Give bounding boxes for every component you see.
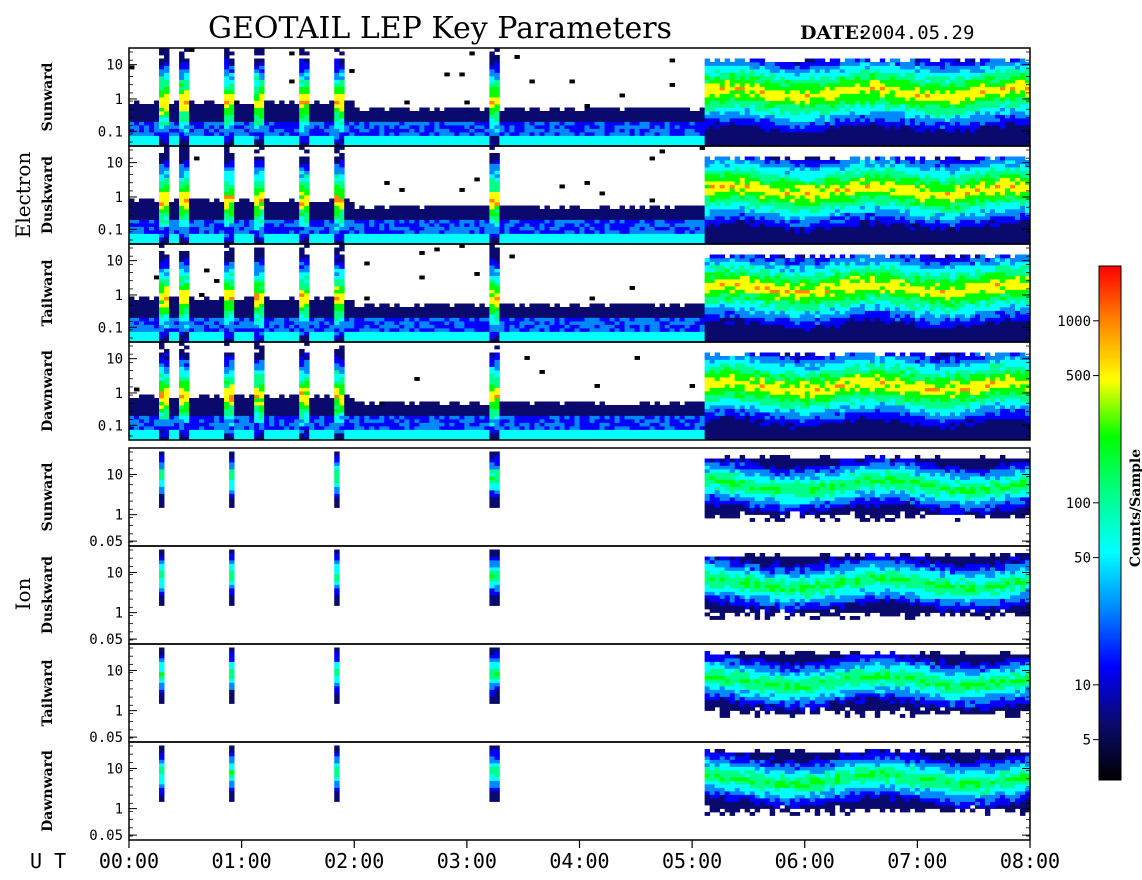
- panel-label: Dawnward: [40, 350, 56, 432]
- panel-ion-duskward: 10 1 0.05 Duskward: [40, 545, 1031, 648]
- y-tick-label: 0.1: [98, 222, 123, 238]
- panel-label: Duskward: [40, 556, 56, 634]
- x-tick-label: 05:00: [662, 849, 722, 873]
- x-tick-label: 06:00: [775, 849, 835, 873]
- y-tick-label: 10: [106, 761, 123, 777]
- panel-ion-dawnward: 10 1 0.05 Dawnward: [40, 741, 1031, 844]
- panel-label: Tailward: [40, 259, 56, 326]
- y-tick-label: 0.1: [98, 124, 123, 140]
- colorbar-label: Counts/Sample: [1128, 449, 1142, 567]
- spectrogram-cells: [159, 549, 1031, 620]
- group-label-ion: Ion: [11, 577, 35, 610]
- y-tick-label: 10: [106, 58, 123, 74]
- group-labels: Electron Ion: [11, 152, 35, 611]
- colorbar-tick-label: 1000: [1057, 314, 1091, 330]
- y-tick-label: 0.1: [98, 418, 123, 434]
- x-tick-label: 04:00: [549, 849, 609, 873]
- panel-electron-dawnward: 10 1 0.1 Dawnward: [40, 341, 1031, 441]
- y-tick-label: 1: [115, 288, 123, 304]
- x-tick-label: 00:00: [99, 849, 159, 873]
- y-tick-label: 1: [115, 190, 123, 206]
- chart-title: GEOTAIL LEP Key Parameters: [208, 11, 672, 46]
- y-tick-label: 10: [106, 156, 123, 172]
- y-tick-label: 0.05: [89, 632, 123, 648]
- x-tick-label: 01:00: [212, 849, 272, 873]
- spectrogram-cells: [129, 244, 1031, 343]
- colorbar-tick-label: 50: [1074, 551, 1091, 567]
- x-tick-label: 08:00: [1000, 849, 1060, 873]
- colorbar-scale: [1098, 265, 1122, 781]
- panel-electron-tailward: 10 1 0.1 Tailward: [40, 243, 1031, 343]
- y-tick-label: 1: [115, 802, 123, 818]
- x-tick-label: 07:00: [887, 849, 947, 873]
- date-label: DATE:: [800, 22, 866, 44]
- spectrogram-panels: 10 1 0.1 Sunward 10 1 0.1 Duskward 10 1 0.1 Tailwar…: [40, 47, 1031, 844]
- y-tick-label: 1: [115, 92, 123, 108]
- spectrogram-cells: [159, 745, 1031, 816]
- x-tick-label: 03:00: [437, 849, 497, 873]
- y-tick-label: 10: [106, 467, 123, 483]
- y-tick-label: 0.05: [89, 534, 123, 550]
- panel-frame: [128, 341, 1031, 441]
- y-tick-label: 10: [106, 565, 123, 581]
- y-tick-label: 10: [106, 352, 123, 368]
- colorbar-tick-label: 100: [1066, 496, 1091, 512]
- colorbar: 5 10 50 100 500 1000 Counts/Sample: [1057, 265, 1142, 781]
- panel-electron-duskward: 10 1 0.1 Duskward: [40, 145, 1031, 245]
- y-tick-label: 1: [115, 386, 123, 402]
- panel-label: Sunward: [40, 462, 56, 531]
- x-axis-label: U T: [30, 849, 66, 873]
- y-tick-label: 0.05: [89, 828, 123, 844]
- panel-label: Sunward: [40, 62, 56, 131]
- panel-label: Duskward: [40, 156, 56, 234]
- x-axis: U T 00:00 01:00 02:00 03:00 04:00 05:00 06:00 07…: [30, 840, 1060, 873]
- colorbar-tick-label: 500: [1066, 369, 1091, 385]
- spectrogram-cells: [129, 342, 1031, 441]
- x-tick-label: 02:00: [324, 849, 384, 873]
- spectrogram-cells: [129, 48, 1031, 147]
- spectrogram-cells: [159, 647, 1031, 718]
- panel-label: Tailward: [40, 659, 56, 726]
- spectrogram-cells: [129, 146, 1031, 245]
- y-tick-label: 0.05: [89, 730, 123, 746]
- colorbar-tick-label: 10: [1074, 678, 1091, 694]
- y-tick-label: 1: [115, 606, 123, 622]
- y-tick-label: 1: [115, 508, 123, 524]
- panel-ion-tailward: 10 1 0.05 Tailward: [40, 643, 1031, 746]
- panel-electron-sunward: 10 1 0.1 Sunward: [40, 47, 1031, 147]
- group-label-electron: Electron: [11, 152, 35, 239]
- y-tick-label: 10: [106, 254, 123, 270]
- date-value: 2004.05.29: [860, 22, 974, 44]
- y-tick-label: 10: [106, 663, 123, 679]
- spectrogram-cells: [159, 451, 1031, 522]
- y-tick-label: 1: [115, 704, 123, 720]
- panel-ion-sunward: 10 1 0.05 Sunward: [40, 447, 1031, 550]
- y-tick-label: 0.1: [98, 320, 123, 336]
- colorbar-tick-label: 5: [1083, 733, 1091, 749]
- panel-label: Dawnward: [40, 750, 56, 832]
